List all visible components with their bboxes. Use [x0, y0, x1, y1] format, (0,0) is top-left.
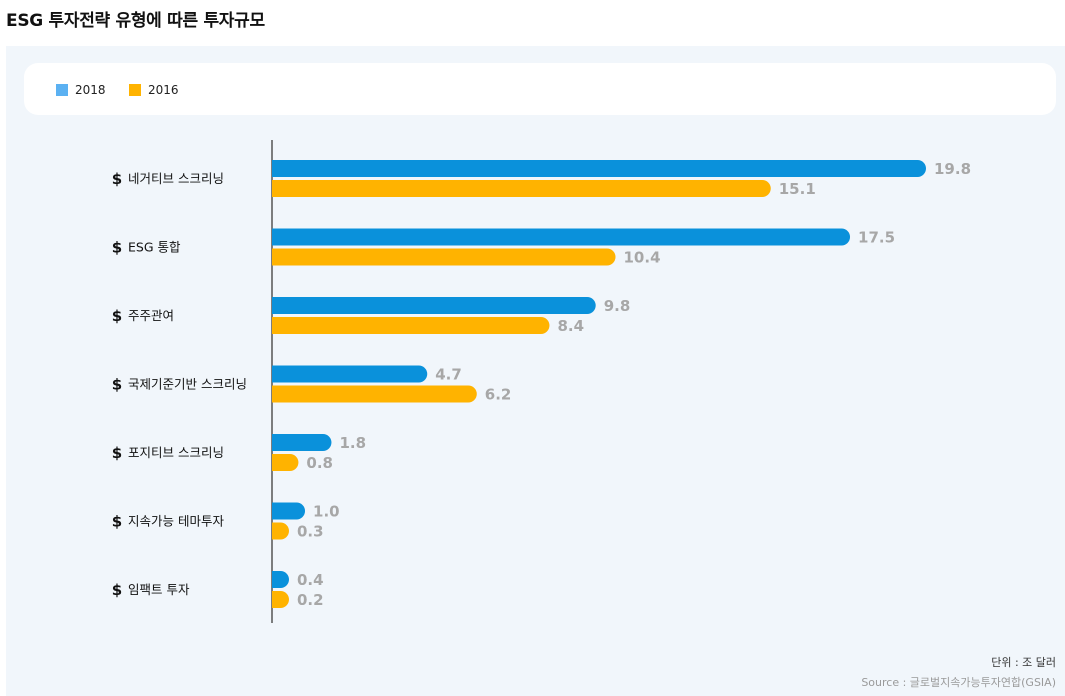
dollar-icon: $: [112, 513, 122, 531]
dollar-icon: $: [112, 307, 122, 325]
source-label: Source : 글로벌지속가능투자연합(GSIA): [861, 676, 1056, 689]
category-label: 포지티브 스크리닝: [128, 445, 224, 460]
bar-2016: [272, 317, 550, 334]
bar-2016: [272, 180, 771, 197]
value-label-2018: 17.5: [858, 229, 895, 247]
value-label-2018: 9.8: [604, 297, 631, 315]
dollar-icon: $: [112, 444, 122, 462]
value-label-2018: 19.8: [934, 160, 971, 178]
value-label-2016: 6.2: [485, 386, 512, 404]
legend-item-2018: 2018: [56, 83, 106, 97]
unit-label: 단위 : 조 달러: [991, 656, 1056, 669]
value-label-2016: 8.4: [557, 317, 584, 335]
legend-label-2018: 2018: [75, 83, 106, 97]
category-label: 임팩트 투자: [128, 582, 190, 597]
legend-label-2016: 2016: [148, 83, 179, 97]
bar-2016: [272, 522, 289, 540]
bar-2018: [272, 434, 332, 451]
category-label: ESG 통합: [128, 240, 181, 255]
dollar-icon: $: [112, 170, 122, 188]
value-label-2016: 15.1: [779, 180, 816, 198]
category-label: 국제기준기반 스크리닝: [128, 377, 247, 392]
bar-2018: [272, 571, 289, 588]
value-label-2016: 0.8: [306, 454, 333, 472]
bar-2016: [272, 454, 299, 471]
category-label: 주주관여: [128, 308, 174, 323]
bar-2016: [272, 591, 289, 608]
bar-2016: [272, 385, 477, 403]
dollar-icon: $: [112, 239, 122, 257]
legend-item-2016: 2016: [129, 83, 179, 97]
bar-2018: [272, 502, 306, 520]
category-label: 지속가능 테마투자: [128, 514, 224, 529]
legend: [24, 63, 1056, 115]
legend-swatch-2016: [129, 84, 141, 96]
value-label-2016: 0.3: [297, 523, 324, 541]
bar-2016: [272, 248, 616, 266]
bar-2018: [272, 160, 926, 177]
value-label-2018: 1.8: [339, 434, 366, 452]
value-label-2018: 0.4: [297, 571, 324, 589]
value-label-2018: 4.7: [435, 366, 462, 384]
legend-swatch-2018: [56, 84, 68, 96]
value-label-2018: 1.0: [313, 503, 340, 521]
value-label-2016: 10.4: [624, 249, 661, 267]
dollar-icon: $: [112, 581, 122, 599]
value-label-2016: 0.2: [297, 591, 324, 609]
bar-2018: [272, 228, 851, 246]
category-label: 네거티브 스크리닝: [128, 171, 224, 186]
dollar-icon: $: [112, 376, 122, 394]
chart-panel: [6, 46, 1065, 696]
bar-2018: [272, 365, 428, 383]
page-title: ESG 투자전략 유형에 따른 투자규모: [6, 11, 265, 31]
bar-2018: [272, 297, 596, 314]
